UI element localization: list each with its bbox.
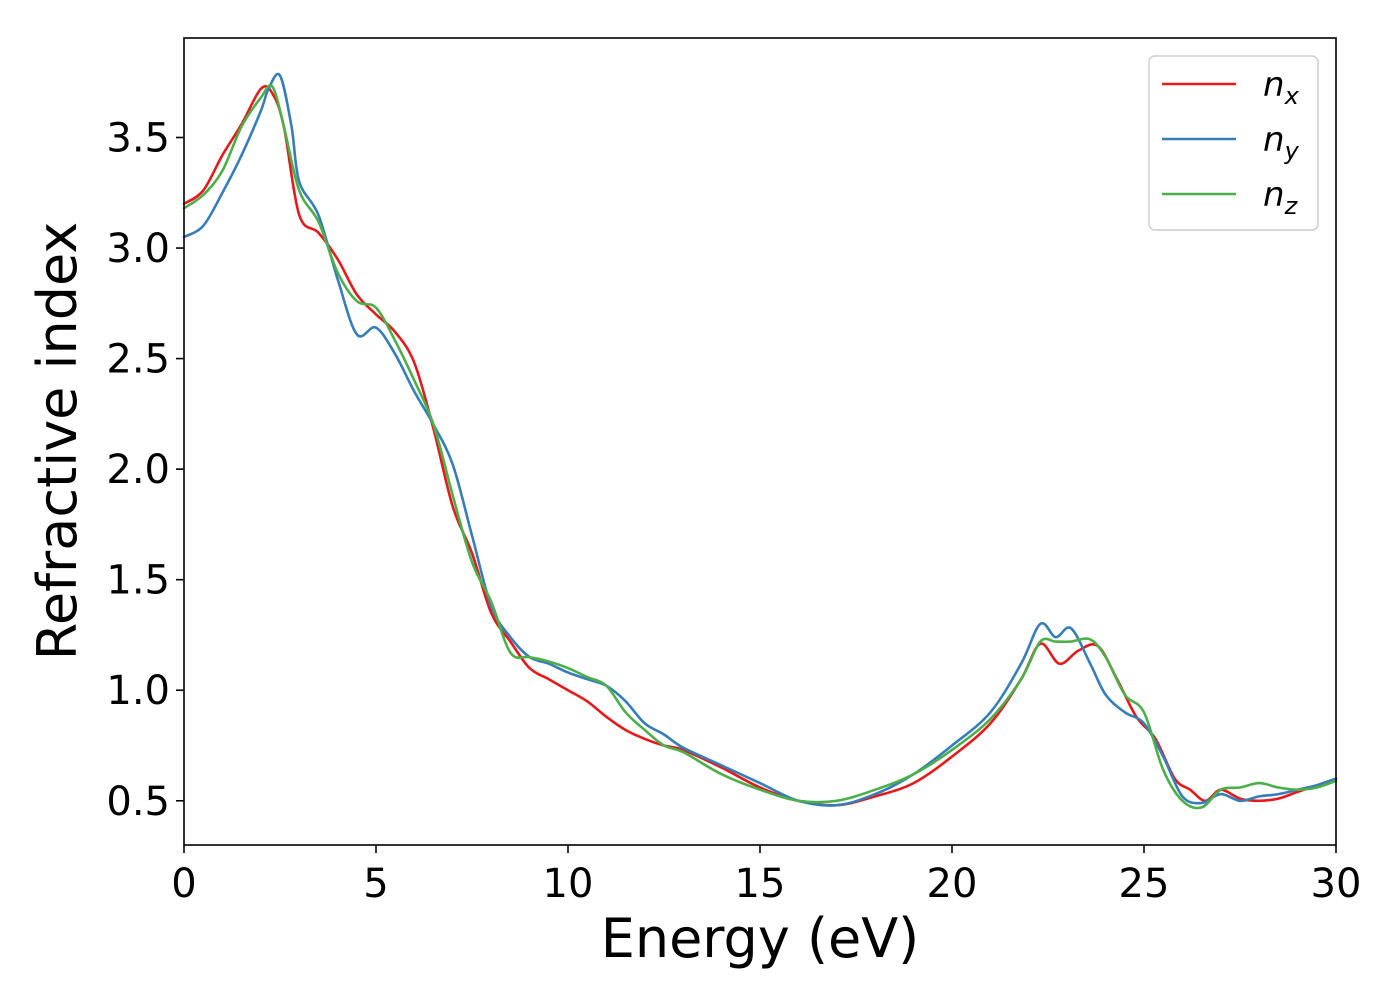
- x-tick-label: 20: [927, 861, 978, 907]
- x-tick-label: 0: [171, 861, 196, 907]
- series-line-ny: [182, 72, 1338, 807]
- y-tick-label: 1.5: [106, 558, 170, 604]
- y-tick-label: 3.5: [106, 115, 170, 161]
- x-tick-label: 25: [1119, 861, 1170, 907]
- y-axis-label: Refractive index: [26, 222, 89, 661]
- x-axis-ticks: 0 5 10 15 20 25 30: [171, 845, 1361, 907]
- y-tick-label: 3.0: [106, 226, 170, 272]
- series-line-nz: [182, 84, 1338, 810]
- y-tick-label: 2.5: [106, 337, 170, 383]
- y-tick-label: 1.0: [106, 668, 170, 714]
- x-axis-label: Energy (eV): [601, 907, 920, 970]
- y-tick-label: 2.0: [106, 447, 170, 493]
- legend-box: [1148, 55, 1319, 231]
- series-group: [182, 72, 1338, 810]
- y-tick-label: 0.5: [106, 779, 170, 825]
- x-tick-label: 5: [363, 861, 388, 907]
- x-tick-label: 15: [735, 861, 786, 907]
- y-axis-ticks: 0.5 1.0 1.5 2.0 2.5 3.0 3.5: [106, 115, 184, 825]
- x-tick-label: 30: [1311, 861, 1362, 907]
- x-tick-label: 10: [543, 861, 594, 907]
